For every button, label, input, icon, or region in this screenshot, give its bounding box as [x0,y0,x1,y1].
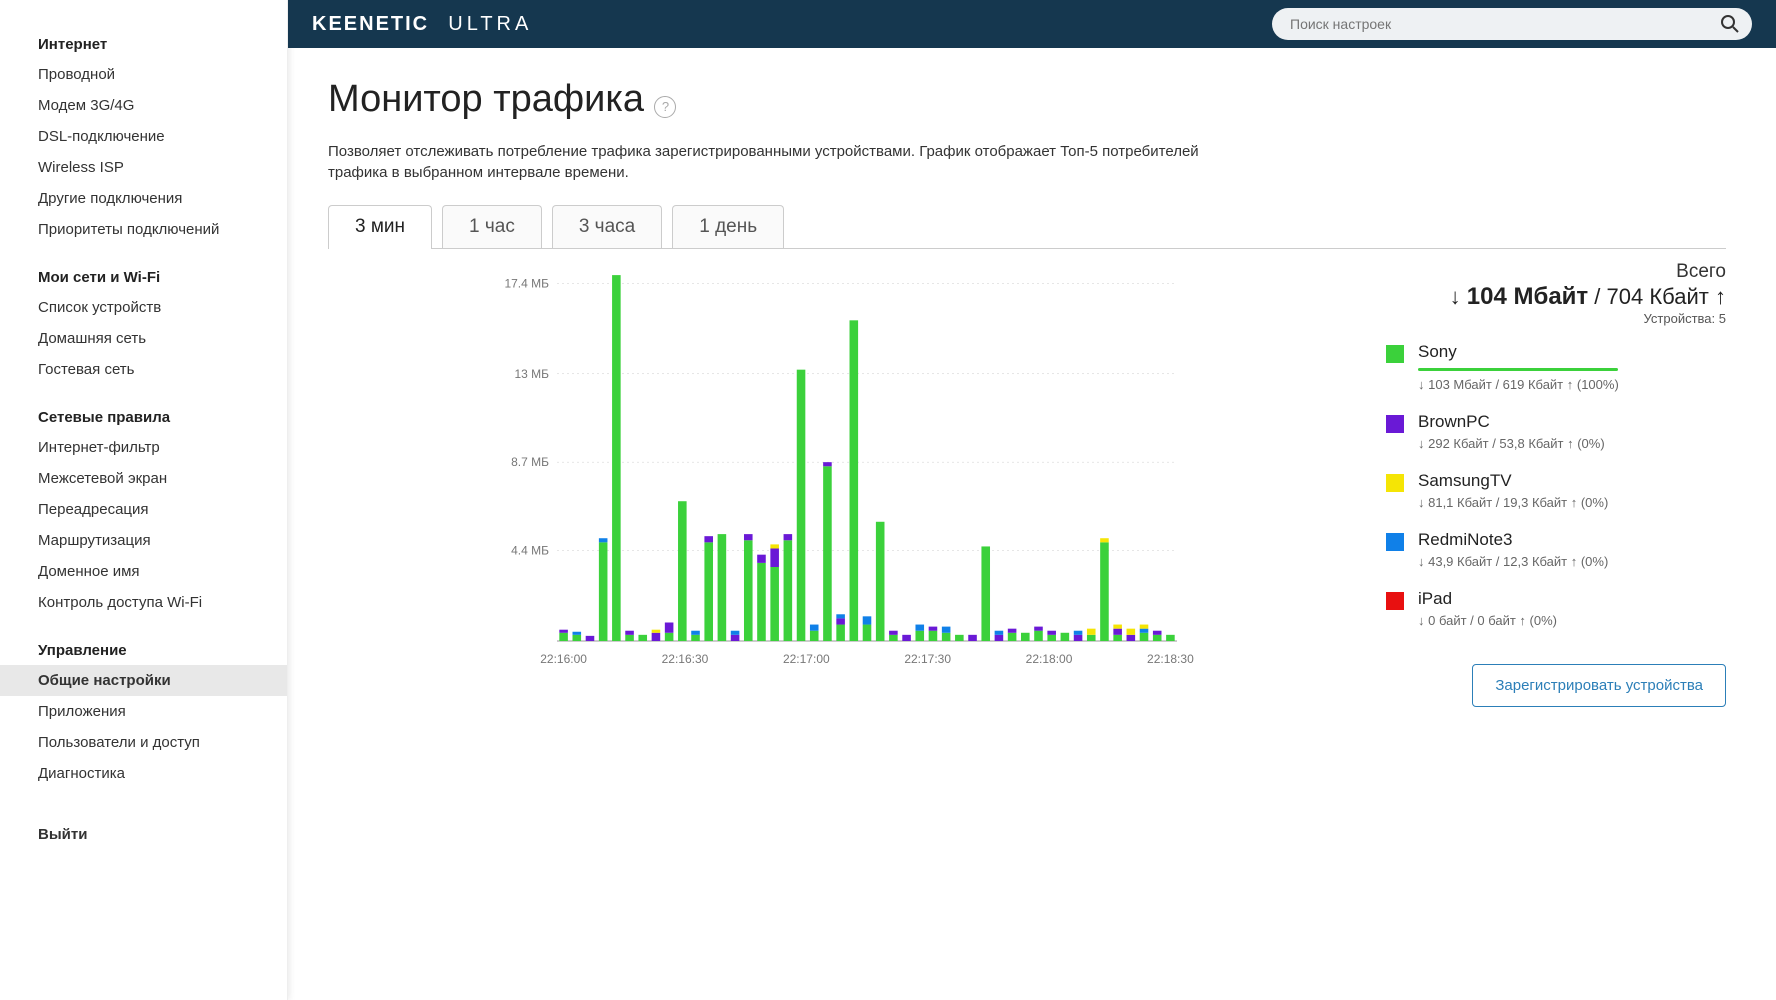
search-input[interactable] [1272,8,1752,40]
legend-bar [1418,368,1618,371]
sidebar-group-title: Интернет [0,30,287,59]
traffic-chart: 4.4 МБ 8.7 МБ 13 МБ 17.4 МБ 22:16:00 22:16:30… [328,261,1346,681]
svg-text:17.4 МБ: 17.4 МБ [504,276,549,290]
legend-name: BrownPC [1418,412,1605,432]
legend-name: Sony [1418,342,1619,362]
sidebar-group-title: Мои сети и Wi-Fi [0,263,287,292]
tab[interactable]: 1 день [672,205,784,248]
sidebar-item[interactable]: Гостевая сеть [0,354,287,385]
brand-bold: KEENETIC [312,13,429,35]
chart-area: 4.4 МБ 8.7 МБ 13 МБ 17.4 МБ 22:16:00 22:16:30… [328,261,1726,707]
brand-light: ULTRA [448,13,532,35]
search-icon[interactable] [1720,14,1740,39]
sidebar-item[interactable]: Контроль доступа Wi-Fi [0,587,287,618]
tab[interactable]: 3 часа [552,205,662,248]
legend-column: Всего ↓ 104 Мбайт / 704 Кбайт ↑ Устройст… [1386,261,1726,707]
total-main: ↓ 104 Мбайт / 704 Кбайт ↑ [1386,283,1726,311]
tab[interactable]: 3 мин [328,205,432,248]
sidebar-item[interactable]: Пользователи и доступ [0,727,287,758]
header: KEENETIC ULTRA [288,0,1776,48]
tab[interactable]: 1 час [442,205,542,248]
legend-stats: ↓ 0 байт / 0 байт ↑ (0%) [1418,613,1557,628]
brand-logo: KEENETIC ULTRA [312,13,532,36]
svg-text:4.4 МБ: 4.4 МБ [511,544,549,558]
sidebar-item[interactable]: Общие настройки [0,665,287,696]
legend-swatch [1386,345,1404,363]
sidebar-group-title: Управление [0,636,287,665]
total-devices: Устройства: 5 [1386,311,1726,326]
svg-text:22:18:00: 22:18:00 [1026,652,1073,666]
legend-text: BrownPC ↓ 292 Кбайт / 53,8 Кбайт ↑ (0%) [1418,412,1605,451]
legend-item[interactable]: Sony ↓ 103 Мбайт / 619 Кбайт ↑ (100%) [1386,342,1726,392]
tabs: 3 мин1 час3 часа1 день [328,205,1726,249]
chart-column: 4.4 МБ 8.7 МБ 13 МБ 17.4 МБ 22:16:00 22:16:30… [328,261,1346,707]
total-label: Всего [1386,261,1726,283]
legend-text: Sony ↓ 103 Мбайт / 619 Кбайт ↑ (100%) [1418,342,1619,392]
svg-text:22:17:30: 22:17:30 [904,652,951,666]
sidebar-item[interactable]: Приоритеты подключений [0,214,287,245]
sidebar-item[interactable]: Маршрутизация [0,525,287,556]
legend-name: SamsungTV [1418,471,1608,491]
sidebar-exit[interactable]: Выйти [0,819,287,850]
legend-item[interactable]: iPad ↓ 0 байт / 0 байт ↑ (0%) [1386,589,1726,628]
sidebar: ИнтернетПроводнойМодем 3G/4GDSL-подключе… [0,0,288,1000]
sidebar-item[interactable]: Переадресация [0,494,287,525]
legend-stats: ↓ 292 Кбайт / 53,8 Кбайт ↑ (0%) [1418,436,1605,451]
sidebar-item[interactable]: Список устройств [0,292,287,323]
sidebar-item[interactable]: Домашняя сеть [0,323,287,354]
total-up: 704 Кбайт [1607,284,1709,309]
page-title: Монитор трафика [328,78,644,121]
total-row: Всего ↓ 104 Мбайт / 704 Кбайт ↑ Устройст… [1386,261,1726,326]
sidebar-item[interactable]: Доменное имя [0,556,287,587]
svg-text:8.7 МБ: 8.7 МБ [511,455,549,469]
sidebar-item[interactable]: Модем 3G/4G [0,90,287,121]
legend-name: RedmiNote3 [1418,530,1608,550]
legend-list: Sony ↓ 103 Мбайт / 619 Кбайт ↑ (100%) Brow… [1386,342,1726,628]
svg-text:22:16:30: 22:16:30 [662,652,709,666]
search-wrap [1272,8,1752,40]
sidebar-item[interactable]: Интернет-фильтр [0,432,287,463]
legend-item[interactable]: BrownPC ↓ 292 Кбайт / 53,8 Кбайт ↑ (0%) [1386,412,1726,451]
sidebar-item[interactable]: Wireless ISP [0,152,287,183]
sidebar-item[interactable]: Приложения [0,696,287,727]
total-down: 104 Мбайт [1467,283,1588,310]
main: KEENETIC ULTRA Монитор трафика ? Позволя… [288,0,1776,1000]
legend-stats: ↓ 103 Мбайт / 619 Кбайт ↑ (100%) [1418,377,1619,392]
legend-swatch [1386,474,1404,492]
help-icon[interactable]: ? [654,96,676,118]
svg-text:13 МБ: 13 МБ [514,367,549,381]
sidebar-item[interactable]: Межсетевой экран [0,463,287,494]
legend-item[interactable]: SamsungTV ↓ 81,1 Кбайт / 19,3 Кбайт ↑ (0%… [1386,471,1726,510]
svg-text:22:16:00: 22:16:00 [540,652,587,666]
legend-swatch [1386,592,1404,610]
legend-text: RedmiNote3 ↓ 43,9 Кбайт / 12,3 Кбайт ↑ (0… [1418,530,1608,569]
legend-swatch [1386,533,1404,551]
register-devices-button[interactable]: Зарегистрировать устройства [1472,664,1726,707]
legend-stats: ↓ 81,1 Кбайт / 19,3 Кбайт ↑ (0%) [1418,495,1608,510]
legend-text: SamsungTV ↓ 81,1 Кбайт / 19,3 Кбайт ↑ (0%… [1418,471,1608,510]
svg-text:22:17:00: 22:17:00 [783,652,830,666]
content: Монитор трафика ? Позволяет отслеживать … [288,48,1776,1000]
page-description: Позволяет отслеживать потребление трафик… [328,141,1228,183]
legend-text: iPad ↓ 0 байт / 0 байт ↑ (0%) [1418,589,1557,628]
sidebar-item[interactable]: Диагностика [0,758,287,789]
sidebar-item[interactable]: DSL-подключение [0,121,287,152]
svg-text:22:18:30: 22:18:30 [1147,652,1194,666]
sidebar-item[interactable]: Другие подключения [0,183,287,214]
legend-item[interactable]: RedmiNote3 ↓ 43,9 Кбайт / 12,3 Кбайт ↑ (0… [1386,530,1726,569]
legend-stats: ↓ 43,9 Кбайт / 12,3 Кбайт ↑ (0%) [1418,554,1608,569]
legend-name: iPad [1418,589,1557,609]
sidebar-group-title: Сетевые правила [0,403,287,432]
legend-swatch [1386,415,1404,433]
sidebar-item[interactable]: Проводной [0,59,287,90]
